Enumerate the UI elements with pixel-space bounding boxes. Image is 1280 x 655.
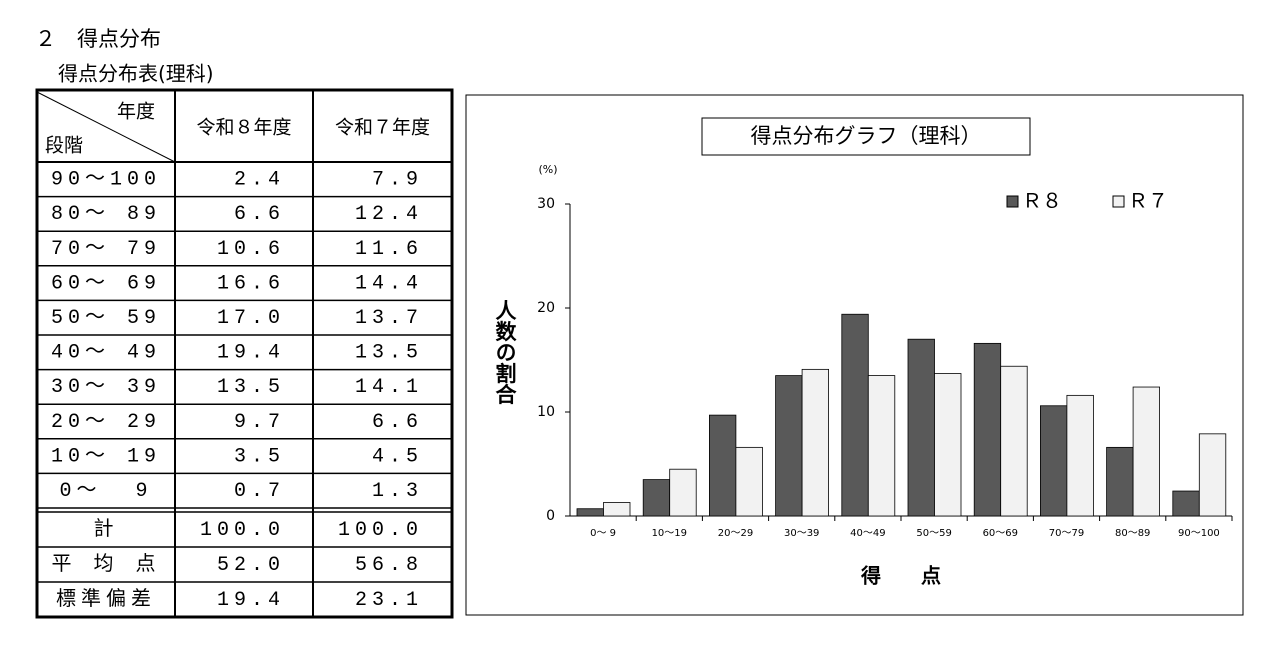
- cell-value: 6.6: [372, 411, 423, 434]
- column-header: 令和８年度: [196, 117, 291, 139]
- x-tick-label: 90～100: [1178, 528, 1220, 539]
- chart-title: 得点分布グラフ（理科）: [751, 124, 982, 148]
- cell-value: 12.4: [355, 203, 423, 226]
- cell-value: 3.5: [234, 445, 285, 468]
- row-label: 標準偏差: [56, 587, 156, 612]
- bar: [1066, 394, 1094, 517]
- bar: [801, 368, 829, 517]
- row-label: 70～ 79: [51, 238, 161, 261]
- bar: [735, 446, 763, 517]
- legend-label: Ｒ８: [1022, 189, 1062, 213]
- cell-value: 52.0: [217, 554, 285, 577]
- bar: [973, 342, 1002, 517]
- cell-value: 14.4: [355, 272, 423, 295]
- bar: [603, 502, 631, 517]
- row-label: 80～ 89: [51, 203, 161, 226]
- row-label: 40～ 49: [51, 342, 161, 365]
- cell-value: 16.6: [217, 272, 285, 295]
- cell-value: 100.0: [200, 519, 285, 542]
- chart-title-box: [701, 117, 1031, 156]
- row-label: 10～ 19: [51, 445, 161, 468]
- x-tick-label: 50～59: [916, 528, 951, 539]
- x-tick-label: 80～89: [1115, 528, 1150, 539]
- cell-value: 9.7: [234, 411, 285, 434]
- cell-value: 13.5: [355, 342, 423, 365]
- y-axis-label: 人数の割合: [493, 300, 517, 406]
- cell-value: 13.7: [355, 307, 423, 330]
- bar: [709, 414, 737, 517]
- row-label: 計: [94, 517, 119, 542]
- cell-value: 7.9: [372, 169, 423, 192]
- x-tick-label: 30～39: [784, 528, 819, 539]
- cell-value: 2.4: [234, 169, 285, 192]
- chart-frame: [465, 94, 1244, 616]
- bar: [1132, 386, 1160, 517]
- cell-value: 6.6: [234, 203, 285, 226]
- legend-label: Ｒ７: [1128, 189, 1168, 213]
- y-tick-label: 20: [537, 300, 555, 316]
- cell-value: 10.6: [217, 238, 285, 261]
- cell-value: 4.5: [372, 445, 423, 468]
- column-header: 令和７年度: [335, 117, 430, 139]
- corner-diagonal: [36, 91, 176, 163]
- bar: [1040, 405, 1068, 517]
- y-tick-label: 0: [546, 508, 555, 524]
- bar: [1106, 446, 1134, 517]
- legend-swatch: [1006, 195, 1019, 208]
- x-tick-label: 40～49: [850, 528, 885, 539]
- cell-value: 0.7: [234, 480, 285, 503]
- bar: [669, 468, 697, 517]
- bar: [841, 313, 869, 517]
- cell-value: 13.5: [217, 376, 285, 399]
- bar: [934, 373, 962, 517]
- row-label: 50～ 59: [51, 307, 161, 330]
- y-tick-label: 30: [537, 196, 555, 212]
- cell-value: 11.6: [355, 238, 423, 261]
- x-tick-label: 20～29: [718, 528, 753, 539]
- cell-value: 14.1: [355, 376, 423, 399]
- heading: ２ 得点分布: [35, 27, 161, 51]
- table-title: 得点分布表(理科): [58, 62, 214, 86]
- row-label: 90～100: [51, 169, 161, 192]
- bar: [1000, 365, 1028, 517]
- cell-value: 23.1: [355, 589, 423, 612]
- row-label: 30～ 39: [51, 376, 161, 399]
- row-label: 20～ 29: [51, 411, 161, 434]
- cell-value: 56.8: [355, 554, 423, 577]
- y-tick-label: 10: [537, 404, 555, 420]
- row-label: 0～ 9: [59, 480, 152, 503]
- x-tick-label: 0～ 9: [590, 528, 616, 539]
- row-label: 平 均 点: [51, 552, 160, 577]
- bar: [642, 479, 671, 517]
- bar: [1172, 490, 1200, 517]
- bar: [907, 338, 935, 517]
- cell-value: 100.0: [338, 519, 423, 542]
- bar: [775, 375, 803, 517]
- x-tick-label: 70～79: [1049, 528, 1084, 539]
- bar: [1198, 433, 1227, 517]
- corner-top: 年度: [117, 101, 155, 123]
- row-label: 60～ 69: [51, 272, 161, 295]
- cell-value: 1.3: [372, 480, 423, 503]
- cell-value: 17.0: [217, 307, 285, 330]
- x-tick-label: 60～69: [983, 528, 1018, 539]
- bar: [576, 508, 604, 517]
- cell-value: 19.4: [217, 589, 285, 612]
- cell-value: 19.4: [217, 342, 285, 365]
- x-tick-label: 10～19: [652, 528, 687, 539]
- corner-bottom: 段階: [45, 135, 83, 157]
- y-unit: (%): [538, 163, 557, 176]
- legend-swatch: [1112, 195, 1125, 208]
- x-axis-label: 得 点: [860, 564, 941, 588]
- bar: [867, 375, 896, 517]
